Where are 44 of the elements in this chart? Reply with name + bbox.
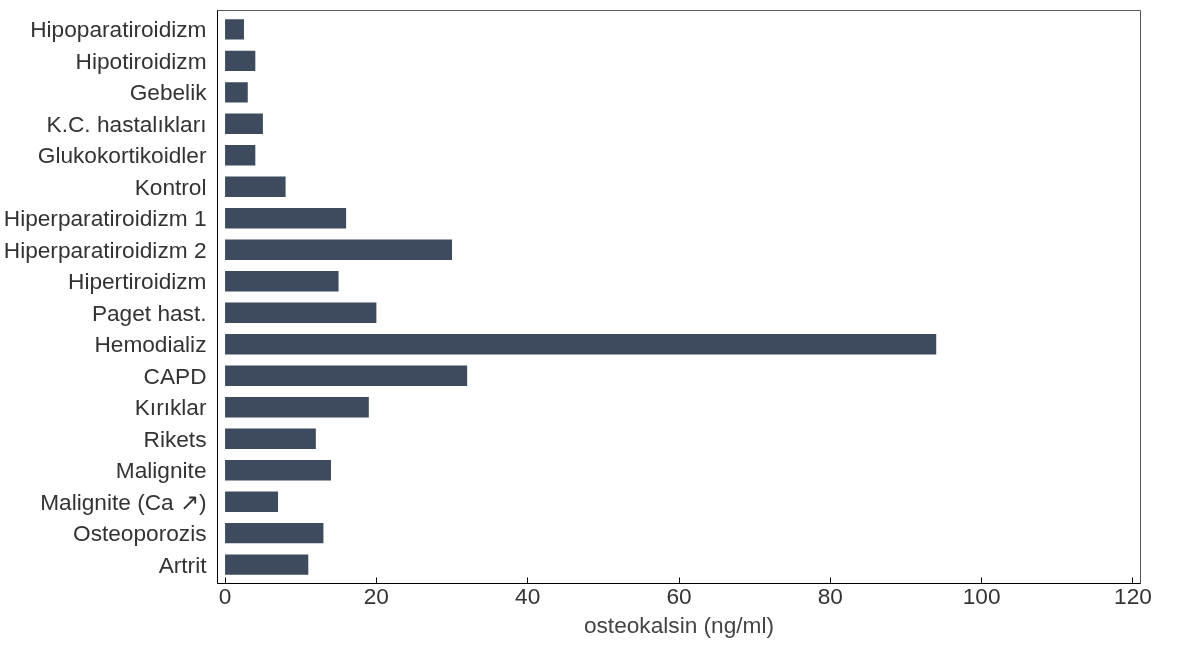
bar [225, 365, 468, 386]
bar [225, 145, 256, 166]
x-tick-label: 40 [515, 582, 541, 609]
y-tick-label: Malignite (Ca ↗) [40, 488, 207, 515]
y-tick-label: CAPD [143, 362, 207, 389]
bar [225, 333, 937, 355]
y-tick-label: Paget hast. [91, 299, 207, 326]
bar [225, 554, 309, 575]
x-tick-label: 20 [363, 582, 389, 609]
bar [225, 19, 244, 40]
y-tick-label: Hipoparatiroidizm [30, 16, 207, 43]
y-tick-label: Rikets [143, 425, 207, 452]
y-tick-label: Glukokortikoidler [37, 142, 207, 169]
bar [225, 113, 263, 135]
bar [225, 459, 331, 481]
y-tick-label: Malignite [115, 457, 207, 484]
y-tick-label: K.C. hastalıkları [46, 110, 207, 137]
y-tick-label: Kırıklar [134, 394, 207, 421]
bar [225, 82, 248, 103]
y-tick-label: Hemodializ [94, 331, 207, 358]
y-tick-label: Kontrol [134, 173, 207, 200]
x-axis-title: osteokalsin (ng/ml) [583, 611, 775, 638]
y-tick-label: Hipotiroidizm [75, 47, 207, 74]
bar [225, 491, 279, 512]
bar [225, 208, 347, 229]
bar [225, 50, 256, 72]
y-tick-label: Hiperparatiroidizm 2 [3, 236, 207, 263]
x-tick-label: 0 [218, 582, 232, 609]
bar [225, 428, 316, 449]
x-tick-label: 120 [1114, 582, 1152, 609]
bar [225, 176, 286, 198]
bar [225, 271, 339, 292]
y-tick-label: Hipertiroidizm [68, 268, 207, 295]
bar [225, 522, 324, 544]
y-tick-label: Gebelik [129, 79, 208, 106]
x-tick-label: 60 [666, 582, 692, 609]
y-tick-label: Hiperparatiroidizm 1 [3, 205, 207, 232]
bar [225, 302, 377, 323]
y-tick-label: Artrit [158, 551, 208, 578]
bar [225, 239, 453, 261]
x-tick-label: 80 [817, 582, 843, 609]
x-tick-label: 100 [962, 582, 1001, 609]
y-tick-label: Osteoporozis [73, 520, 207, 547]
bar [225, 396, 369, 418]
